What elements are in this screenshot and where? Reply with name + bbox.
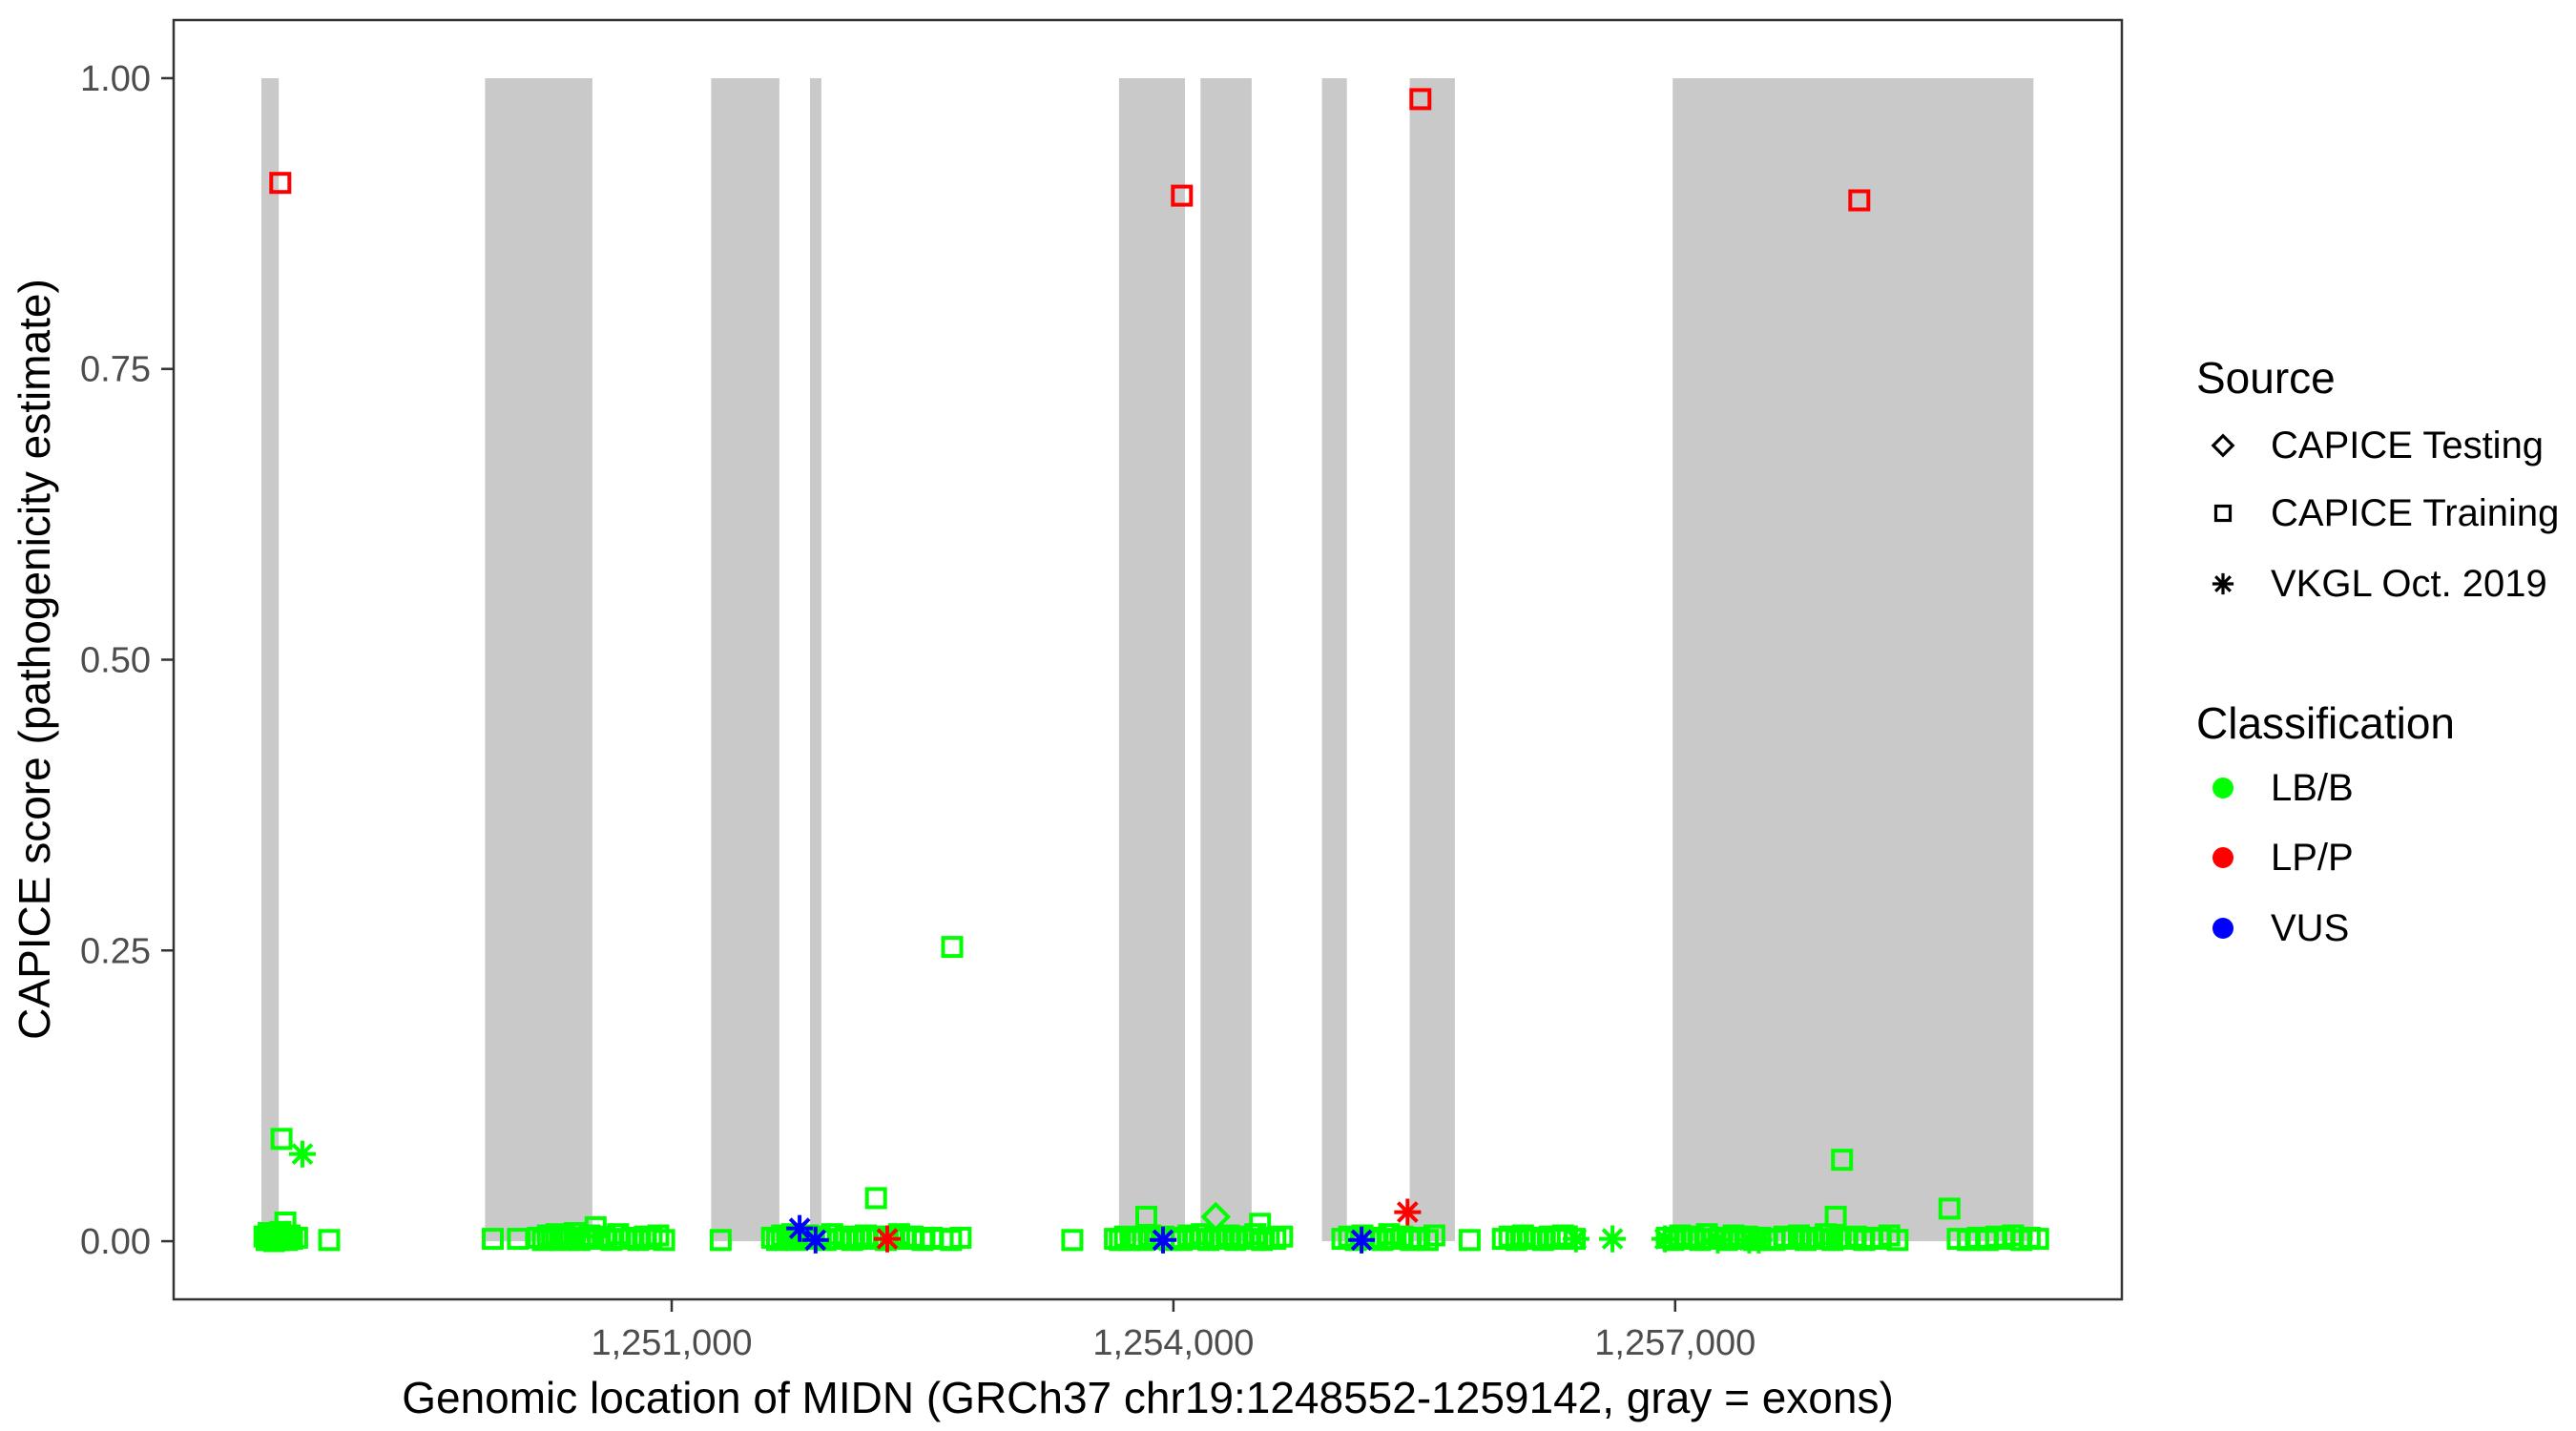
data-point xyxy=(482,1228,504,1251)
data-point xyxy=(1125,1226,1148,1249)
data-point xyxy=(1150,1226,1177,1254)
data-point xyxy=(864,1187,887,1210)
legend-classification-title: Classification xyxy=(2196,698,2455,748)
data-point xyxy=(1599,1225,1627,1253)
data-point xyxy=(2026,1228,2049,1251)
data-point xyxy=(269,172,292,195)
data-point xyxy=(1815,1223,1838,1246)
x-tick-label: 1,251,000 xyxy=(591,1323,752,1363)
y-tick-label: 1.00 xyxy=(80,59,151,99)
data-point xyxy=(1652,1225,1679,1253)
data-point xyxy=(1808,1228,1830,1251)
exon-band xyxy=(1200,78,1252,1242)
data-point xyxy=(1200,1201,1232,1233)
data-point xyxy=(827,1228,850,1251)
data-point xyxy=(653,1229,675,1252)
data-point xyxy=(1378,1223,1401,1246)
legend-item-label: CAPICE Testing xyxy=(2271,425,2544,467)
x-tick-label: 1,254,000 xyxy=(1092,1323,1254,1363)
y-tick-label: 0.50 xyxy=(80,641,151,681)
data-point xyxy=(941,936,964,959)
data-point xyxy=(1938,1197,1961,1220)
data-point xyxy=(786,1214,814,1242)
data-point xyxy=(834,1225,857,1248)
data-point xyxy=(1704,1226,1732,1254)
data-point xyxy=(600,1229,623,1252)
data-point xyxy=(2211,433,2235,458)
legend-color-dot xyxy=(2212,847,2233,868)
data-point xyxy=(1538,1225,1561,1248)
legend-item-label: LP/P xyxy=(2271,837,2354,879)
x-axis-title: Genomic location of MIDN (GRCh37 chr19:1… xyxy=(402,1373,1894,1422)
exon-band xyxy=(711,78,779,1242)
data-point xyxy=(1848,189,1871,212)
data-point xyxy=(1795,1229,1817,1252)
legend-item-label: VKGL Oct. 2019 xyxy=(2271,563,2547,605)
data-point xyxy=(285,1226,308,1249)
y-axis: 0.00 0.25 0.50 0.75 1.00 xyxy=(80,59,174,1262)
data-point xyxy=(1384,1228,1407,1251)
data-point xyxy=(1886,1229,1909,1252)
data-point xyxy=(1061,1229,1084,1252)
exon-band xyxy=(1321,78,1347,1242)
data-point xyxy=(607,1223,630,1246)
legend-item-label: CAPICE Training xyxy=(2271,492,2559,534)
data-point xyxy=(1831,1149,1854,1172)
data-point xyxy=(709,1229,732,1252)
data-point xyxy=(1745,1226,1773,1254)
data-point xyxy=(288,1140,316,1168)
exon-band xyxy=(1409,78,1455,1242)
y-tick-label: 0.75 xyxy=(80,350,151,390)
data-point xyxy=(1409,88,1432,111)
data-point xyxy=(1416,1229,1439,1252)
data-point xyxy=(1264,1228,1287,1251)
data-point xyxy=(2213,504,2233,523)
y-axis-title: CAPICE score (pathogenicity estimate) xyxy=(10,279,59,1040)
data-point xyxy=(1709,1226,1732,1249)
legend-item-label: LB/B xyxy=(2271,767,2354,809)
data-point xyxy=(1458,1229,1481,1252)
data-point xyxy=(949,1226,972,1249)
data-point xyxy=(1394,1198,1422,1226)
y-tick-label: 0.00 xyxy=(80,1222,151,1262)
legend-color-dot xyxy=(2212,778,2233,798)
data-point xyxy=(647,1224,670,1247)
data-point xyxy=(318,1229,341,1252)
exon-band xyxy=(1118,78,1185,1242)
data-point xyxy=(1423,1224,1445,1247)
data-point xyxy=(2212,572,2234,595)
data-point xyxy=(640,1228,663,1251)
data-point xyxy=(873,1225,901,1253)
data-point xyxy=(841,1229,863,1252)
exon-band xyxy=(810,78,821,1242)
legend-classification-items: LB/B LP/P VUS xyxy=(2212,767,2354,949)
data-point xyxy=(1197,1229,1220,1252)
data-point xyxy=(1348,1226,1376,1254)
legend-item-label: VUS xyxy=(2271,907,2349,949)
legend-source-title: Source xyxy=(2196,353,2336,403)
x-tick-label: 1,257,000 xyxy=(1594,1323,1755,1363)
x-axis: 1,251,000 1,254,000 1,257,000 xyxy=(591,1299,1755,1363)
exon-band xyxy=(1672,78,2034,1242)
data-point xyxy=(1562,1225,1589,1253)
data-point xyxy=(1498,1225,1521,1248)
y-tick-label: 0.25 xyxy=(80,931,151,971)
data-point xyxy=(801,1226,829,1254)
legend-source-items: CAPICE Testing CAPICE Training VKGL Oct. 2… xyxy=(2211,425,2559,605)
legend-color-dot xyxy=(2212,918,2233,939)
exon-band xyxy=(485,78,592,1242)
exon-bands-group xyxy=(261,78,2034,1242)
data-point xyxy=(1491,1228,1514,1251)
data-point xyxy=(1271,1225,1294,1248)
data-point xyxy=(1171,184,1194,207)
exon-band xyxy=(261,78,280,1242)
data-points-group xyxy=(253,88,2049,1254)
data-point xyxy=(270,1128,293,1151)
data-point xyxy=(1211,1228,1234,1251)
